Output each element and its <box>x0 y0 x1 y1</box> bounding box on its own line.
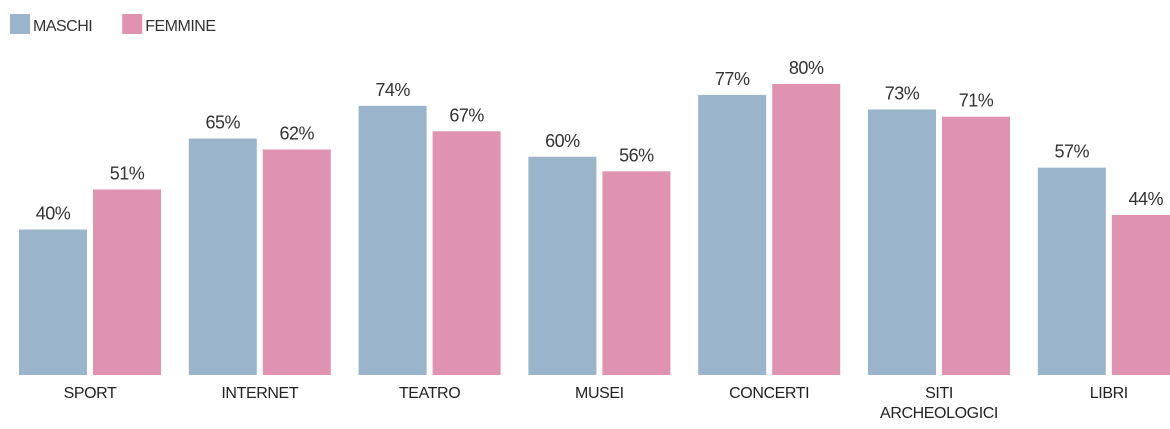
legend-swatch <box>10 14 30 34</box>
x-tick-label: TEATRO <box>398 385 461 402</box>
x-tick-label: SITI ARCHEOLOGICI <box>880 385 998 422</box>
value-label: 77% <box>715 69 750 89</box>
legend-swatch <box>122 14 143 34</box>
x-tick-label: LIBRI <box>1089 385 1128 402</box>
value-label: 62% <box>280 123 315 143</box>
value-label: 57% <box>1055 142 1090 162</box>
bar <box>868 109 936 376</box>
value-label: 80% <box>789 58 824 78</box>
bar <box>19 229 87 375</box>
bar <box>358 105 427 375</box>
value-label: 65% <box>206 113 241 133</box>
bar <box>262 149 331 375</box>
x-tick-label: MUSEI <box>575 385 624 402</box>
bar <box>93 189 161 375</box>
value-label: 56% <box>619 145 654 165</box>
bar <box>698 94 767 375</box>
value-label: 67% <box>449 105 484 125</box>
bar <box>1037 167 1106 375</box>
value-label: 60% <box>545 131 580 151</box>
value-label: 51% <box>110 163 145 183</box>
x-tick-label: SPORT <box>63 385 117 402</box>
bar <box>528 156 597 375</box>
bar <box>772 84 841 375</box>
bar <box>942 116 1010 376</box>
bar <box>432 131 501 375</box>
bar <box>1111 214 1170 375</box>
legend-label: FEMMINE <box>145 18 215 35</box>
legend-label: MASCHI <box>33 18 92 35</box>
value-label: 40% <box>36 204 71 224</box>
value-label: 71% <box>959 91 994 111</box>
value-label: 73% <box>885 83 920 103</box>
bar <box>602 171 671 375</box>
x-tick-label: CONCERTI <box>729 385 810 402</box>
value-label: 44% <box>1129 189 1164 209</box>
x-tick-label: INTERNET <box>221 385 299 402</box>
value-label: 74% <box>375 80 410 100</box>
bar <box>188 138 257 375</box>
